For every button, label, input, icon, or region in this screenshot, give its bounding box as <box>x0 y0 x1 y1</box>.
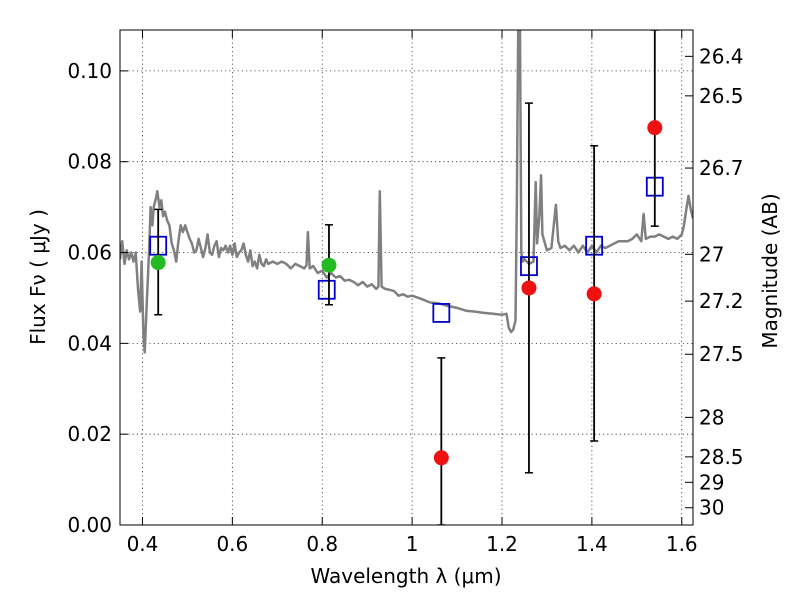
right-mag-tick-label: 26.7 <box>699 156 744 180</box>
model-flux-square <box>432 303 451 323</box>
x-tick-label: 1.4 <box>576 532 608 556</box>
y-tick-label: 0.06 <box>67 241 112 265</box>
x-axis-label: Wavelength λ (μm) <box>310 564 501 588</box>
plot-frame <box>119 29 694 526</box>
y-axis-label-right: Magnitude (AB) <box>758 193 782 348</box>
nondetection-point <box>433 450 449 466</box>
right-mag-tick-label: 26.4 <box>699 44 744 68</box>
model-flux-square <box>317 279 336 300</box>
x-tick-label: 0.8 <box>306 532 338 556</box>
y-tick-label: 0.10 <box>67 59 112 83</box>
y-tick-label: 0.08 <box>67 150 112 174</box>
right-mag-tick-label: 27.2 <box>699 289 744 313</box>
y-tick-label: 0.04 <box>67 331 112 355</box>
right-mag-tick-label: 28 <box>699 405 724 429</box>
right-mag-tick-label: 30 <box>699 496 724 520</box>
detection-point <box>150 255 166 271</box>
right-mag-tick-label: 27.5 <box>699 342 744 366</box>
y-axis-label-left: Flux Fν ( μJy ) <box>26 209 50 345</box>
grid-lines <box>120 30 693 526</box>
x-tick-label: 1.6 <box>666 532 698 556</box>
x-tick-label: 1.2 <box>486 532 518 556</box>
y-tick-label: 0.02 <box>67 422 112 446</box>
y-tick-label: 0.00 <box>67 513 112 537</box>
x-tick-label: 1 <box>406 532 419 556</box>
nondetection-point <box>647 120 663 136</box>
right-mag-tick-label: 29 <box>699 470 724 494</box>
right-mag-tick-label: 26.5 <box>699 84 744 108</box>
axes: 0.4 0.6 0.8 1 1.2 1.4 1.6 0.00 0.02 0.04 0.06 0.08 0… <box>67 30 744 556</box>
detection-point <box>321 257 337 273</box>
x-tick-label: 0.6 <box>216 532 248 556</box>
plot-area <box>120 30 693 525</box>
x-tick-label: 0.4 <box>127 532 159 556</box>
nondetection-point <box>586 286 602 302</box>
right-mag-tick-label: 27 <box>699 242 724 266</box>
right-mag-tick-label: 28.5 <box>699 445 744 469</box>
sed-curve <box>120 30 693 354</box>
nondetection-point <box>521 280 537 296</box>
